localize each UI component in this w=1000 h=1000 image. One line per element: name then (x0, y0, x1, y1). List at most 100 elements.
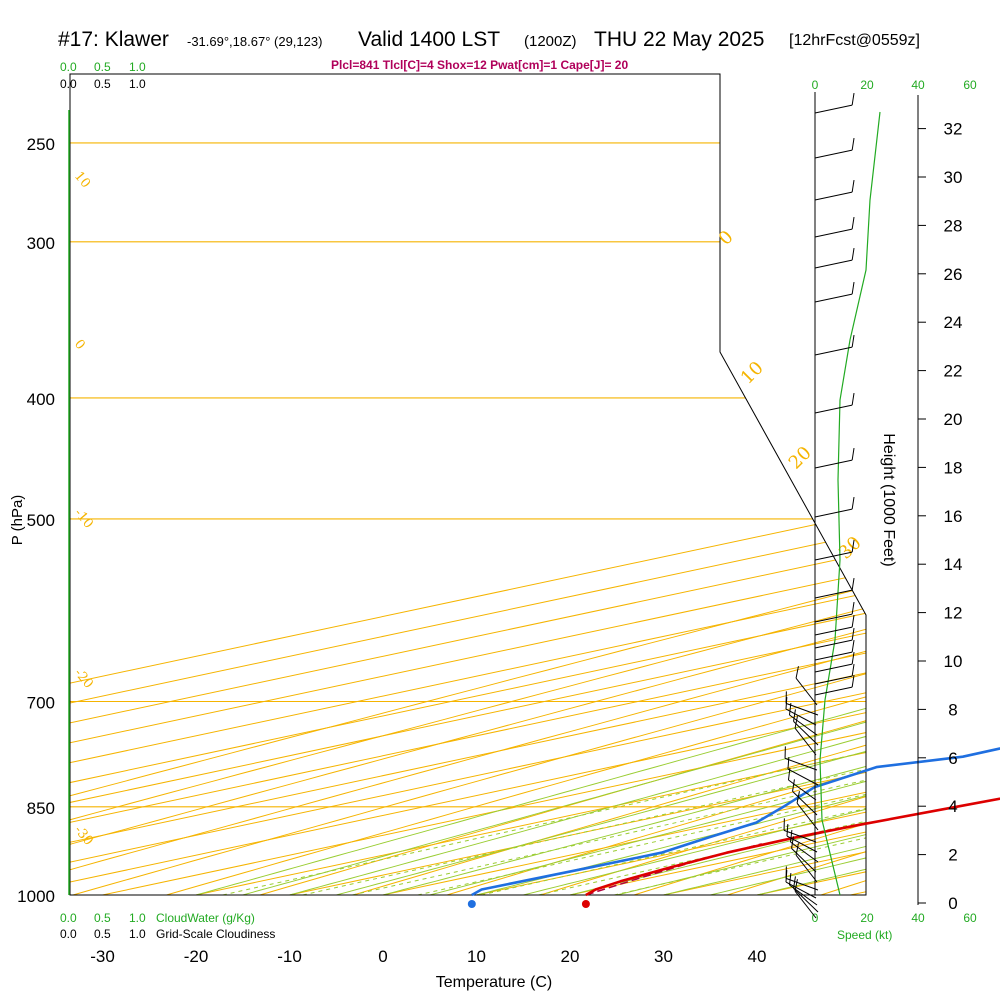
speed-tick-bottom: 40 (911, 911, 925, 925)
cloudwater-label: CloudWater (g/Kg) (156, 911, 255, 925)
pressure-tick-label: 500 (27, 511, 55, 530)
surface-dewpoint-dot (467, 900, 476, 908)
wind-barb-staff (814, 675, 853, 685)
height-tick-label: 22 (944, 362, 963, 381)
wind-barb-staff (787, 768, 819, 786)
cloudiness-tick-bottom: 1.0 (129, 927, 146, 941)
wind-barb-staff (814, 551, 853, 561)
wind-barb-staff (814, 639, 853, 649)
wind-barb-staff (783, 829, 817, 843)
wind-barb-staff (814, 149, 853, 159)
dry-adiabat-label: -20 (71, 666, 96, 692)
wind-barb-flag (788, 702, 792, 716)
dry-adiabat-label: -30 (71, 823, 96, 849)
wind-barb-flag (793, 709, 796, 722)
wind-barb-staff (785, 708, 817, 726)
mixing-ratio-line (614, 397, 866, 895)
pressure-tick-label: 300 (27, 234, 55, 253)
wind-barb-staff (795, 854, 818, 883)
station-title: #17: Klawer (58, 28, 169, 51)
wind-barb-staff (814, 259, 853, 269)
wind-barb-flag (785, 870, 788, 883)
height-tick-label: 32 (944, 120, 963, 139)
speed-tick-top: 0 (812, 78, 819, 92)
sounding-profiles (467, 747, 1000, 908)
cloudiness-tick-bottom: 0.5 (94, 927, 111, 941)
pressure-tick-label: 850 (27, 799, 55, 818)
moist-adiabat (476, 142, 866, 895)
wind-barb-flag (785, 697, 788, 710)
height-tick-label: 16 (944, 507, 963, 526)
dry-adiabat (353, 142, 866, 895)
wind-barb-staff (814, 459, 853, 469)
height-tick-label: 2 (948, 846, 957, 865)
dry-adiabat (540, 142, 866, 895)
cloudiness-tick-bottom: 0.0 (60, 927, 77, 941)
wind-barb-staff (785, 877, 819, 891)
isotherm (70, 142, 866, 895)
temperature-tick-label: -20 (184, 947, 209, 966)
wind-barb-flag (851, 602, 855, 615)
mixing-ratio-label: 12 (563, 896, 584, 917)
mixing-ratio-label: 2 (328, 900, 343, 916)
dry-adiabat (70, 142, 866, 895)
isotherm (70, 142, 866, 895)
wind-barb-flag (787, 757, 790, 770)
wind-barb-flag (851, 675, 855, 688)
pressure-tick-label: 400 (27, 390, 55, 409)
wind-barb-staff (814, 589, 853, 599)
skew-t-grid: 1 2 3 5 8 12 20 (70, 142, 866, 917)
wind-barb-staff (814, 404, 853, 414)
pressure-tick-label: 1000 (17, 887, 55, 906)
speed-tick-bottom: 0 (812, 911, 819, 925)
wind-barb-flag (794, 879, 798, 892)
cloudwater-tick-top: 0.5 (94, 60, 111, 74)
wind-barb-staff (794, 727, 817, 756)
moist-adiabat-label: 20 (785, 442, 816, 473)
wind-barb-flag (851, 93, 855, 106)
wind-barb-flag (851, 628, 855, 641)
mixing-ratio-label: 3 (377, 900, 392, 916)
height-tick-label: 12 (944, 604, 963, 623)
plot-border (69, 73, 867, 896)
forecast-info: [12hrFcst@0559z] (789, 32, 920, 49)
dry-adiabat-label: 0 (71, 337, 88, 353)
surface-temperature-dot (581, 900, 590, 908)
temperature-tick-label: 20 (561, 947, 580, 966)
stability-indices: Plcl=841 Tlcl[C]=4 Shox=12 Pwat[cm]=1 Ca… (331, 58, 629, 72)
wind-barb-staff (785, 881, 817, 899)
wind-barb-staff (793, 721, 819, 746)
valid-time: Valid 1400 LST (358, 28, 501, 51)
moist-adiabat (289, 142, 866, 895)
station-coords: -31.69°,18.67° (29,123) (187, 34, 323, 49)
wind-barb-staff (814, 228, 853, 238)
cloudiness-label: Grid-Scale Cloudiness (156, 927, 275, 941)
dry-adiabat (70, 142, 866, 895)
cloudwater-tick-top: 1.0 (129, 60, 146, 74)
wind-barb-staff (814, 346, 853, 356)
height-tick-label: 24 (944, 313, 963, 332)
wind-barb-staff (794, 890, 817, 919)
wind-barb-flag (794, 716, 798, 729)
wind-barb-flag (851, 540, 855, 553)
dry-adiabat (446, 142, 866, 895)
speed-tick-top: 20 (860, 78, 874, 92)
dry-adiabat-label: -10 (71, 506, 96, 532)
cloudwater-tick-bottom: 0.5 (94, 911, 111, 925)
wind-barb-flag (851, 282, 855, 295)
dry-adiabat (259, 142, 866, 895)
height-tick-label: 30 (944, 168, 963, 187)
wind-barb-staff (814, 663, 853, 673)
isotherm (70, 142, 866, 895)
cloudwater-tick-top: 0.0 (60, 60, 77, 74)
isotherm (102, 142, 866, 895)
wind-barb-flag (851, 615, 855, 628)
dry-adiabat (72, 142, 866, 895)
wind-barb-staff (785, 702, 819, 716)
dry-adiabat (820, 142, 866, 895)
isotherm (70, 142, 866, 895)
mixing-ratio-label: 5 (443, 900, 458, 916)
wind-barb-staff (814, 686, 853, 696)
height-tick-label: 20 (944, 410, 963, 429)
